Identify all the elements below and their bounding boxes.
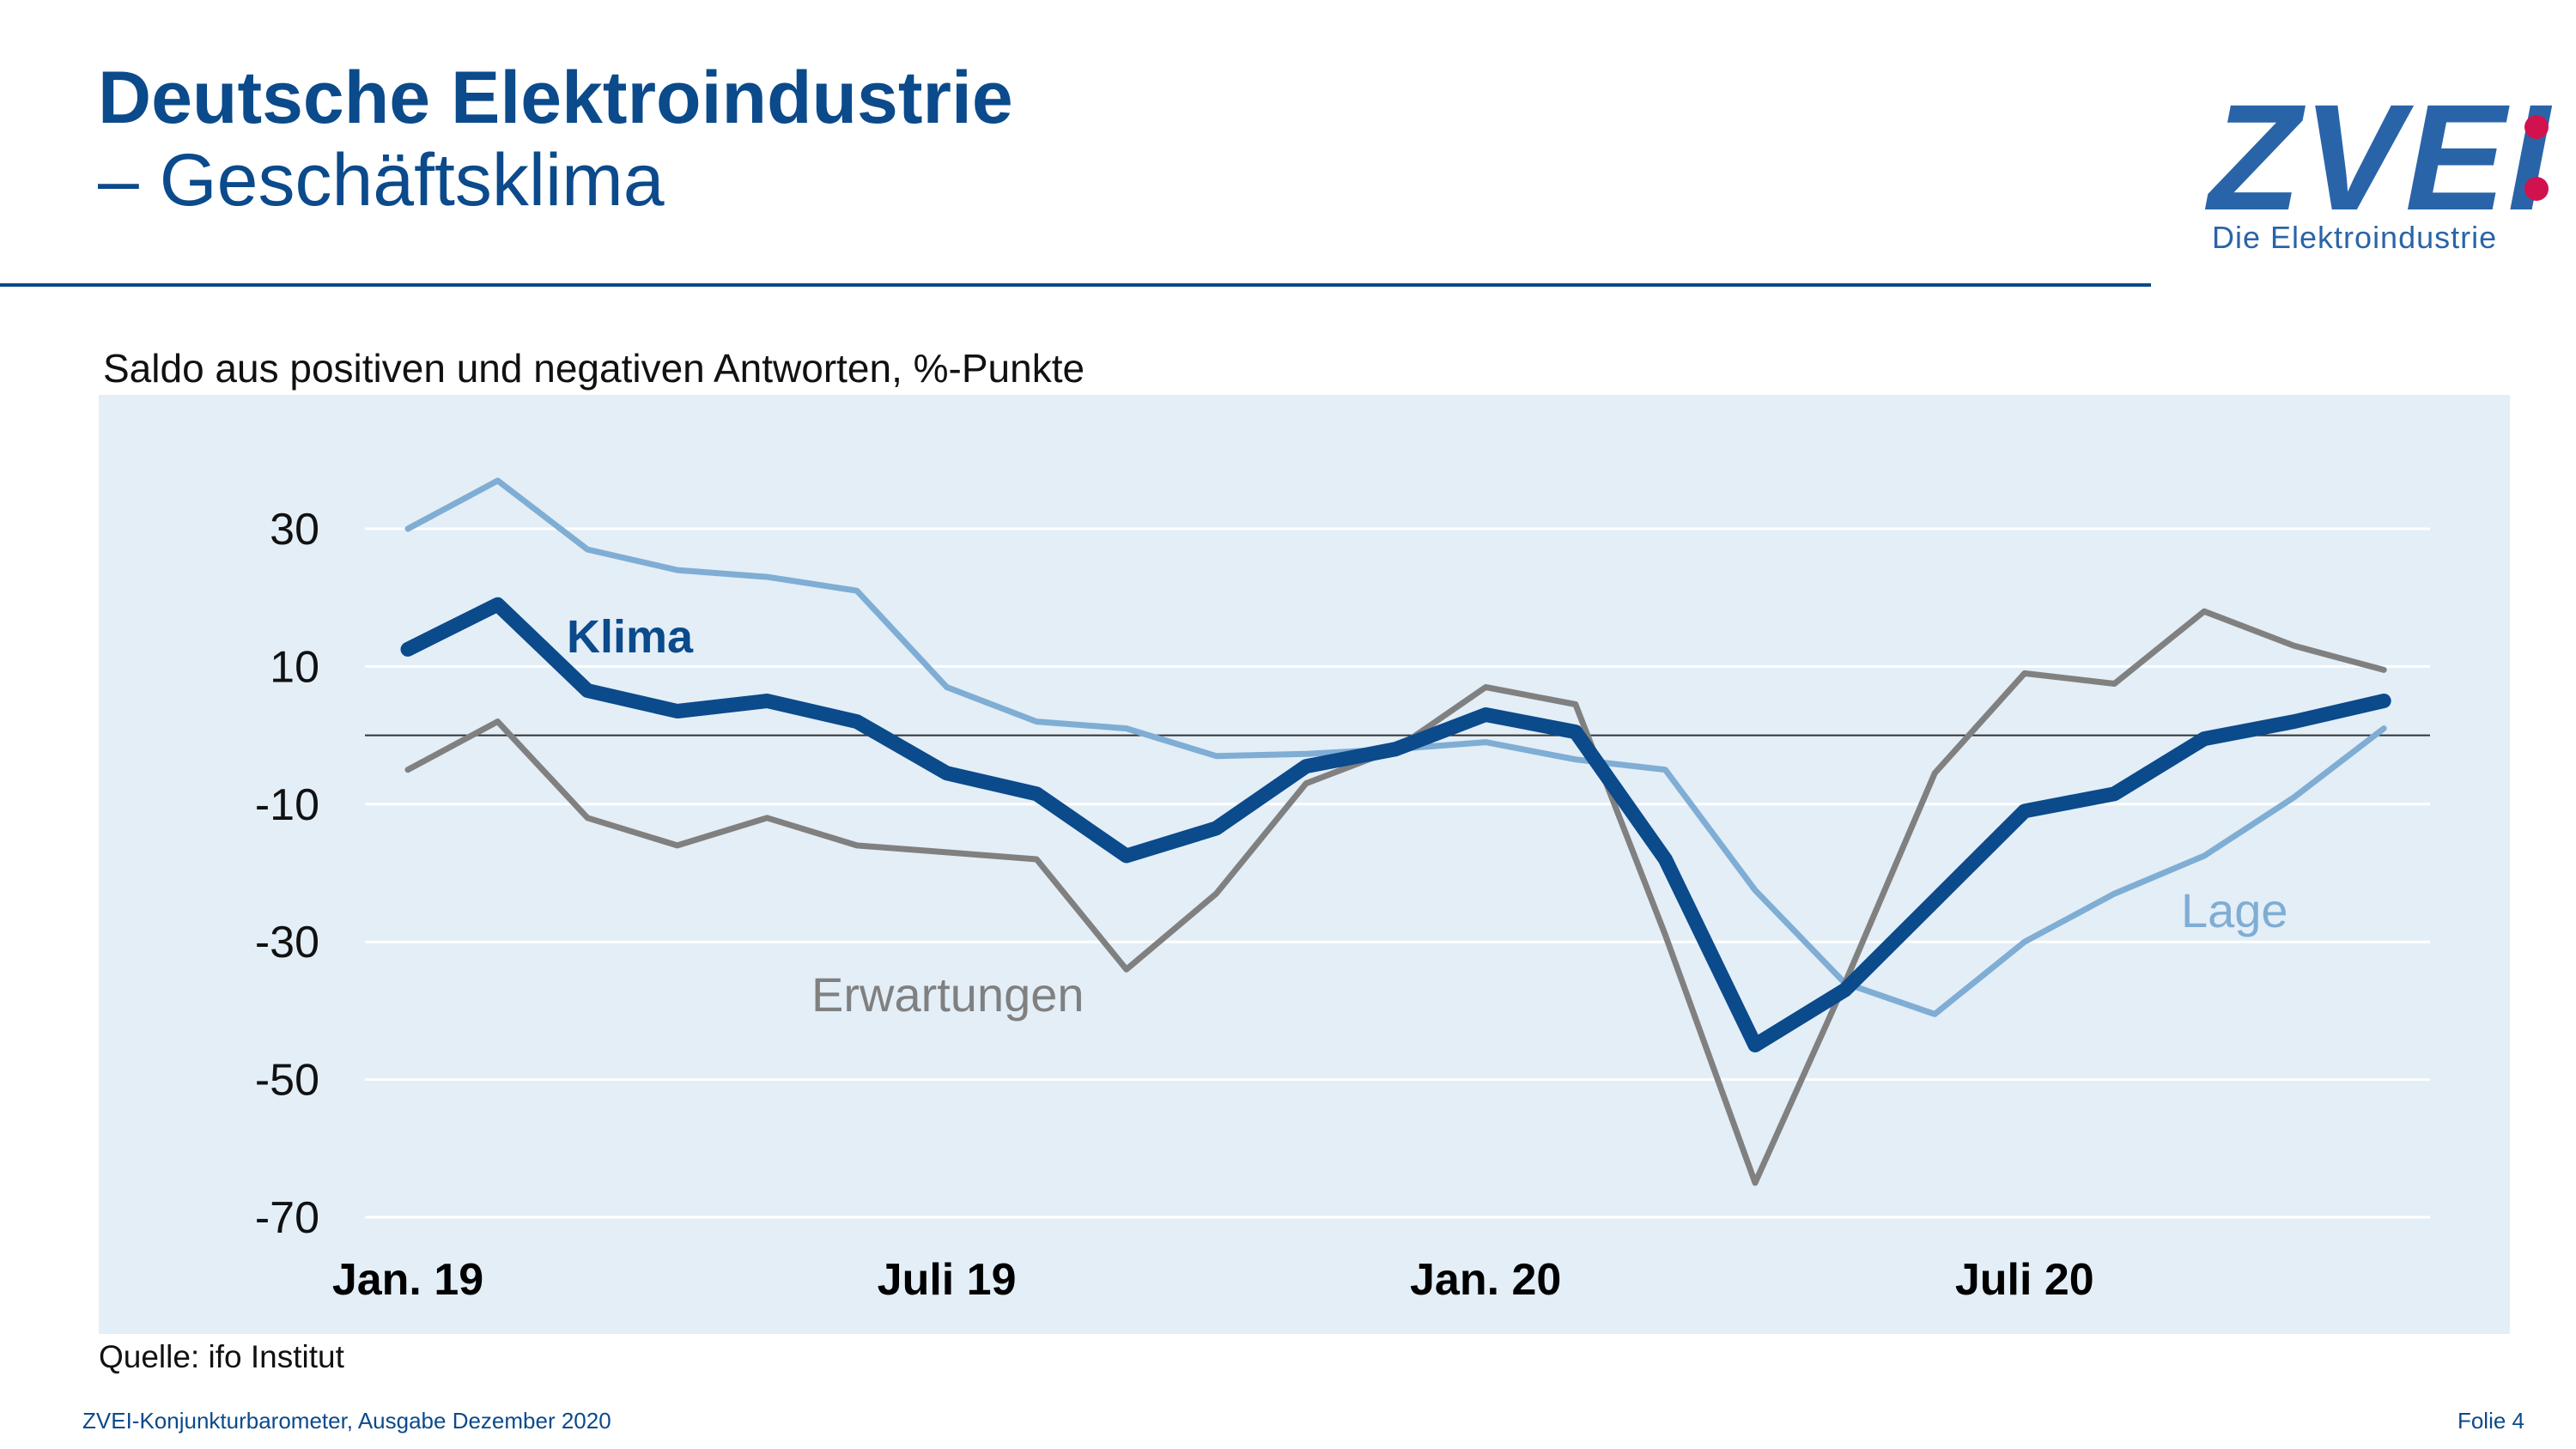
x-tick-label: Juli 19: [878, 1255, 1017, 1305]
logo-tagline: Die Elektroindustrie: [2212, 220, 2498, 255]
y-tick-label: 30: [270, 505, 319, 555]
y-tick-label: 10: [270, 642, 319, 692]
series-line-klima: [400, 597, 2391, 1052]
x-tick-label: Jan. 19: [332, 1255, 483, 1305]
series-label-klima: Klima: [567, 611, 694, 663]
x-tick-label: Juli 20: [1955, 1255, 2094, 1305]
page-title-block: Deutsche Elektroindustrie – Geschäftskli…: [98, 57, 1013, 222]
x-axis-ticks: Jan. 19 Juli 19 Jan. 20 Juli 20: [332, 1255, 2094, 1305]
page-title: Deutsche Elektroindustrie: [98, 57, 1013, 139]
chart-y-axis-description: Saldo aus positiven und negativen Antwor…: [103, 346, 1085, 391]
x-tick-label: Jan. 20: [1410, 1255, 1561, 1305]
chart-area: [99, 395, 2510, 1334]
header-divider: [0, 283, 2151, 287]
y-axis-ticks: 30 10 -10 -30 -50 -70: [255, 505, 319, 1243]
logo-wordmark: ZVEI: [2208, 74, 2552, 242]
series-label-erwartungen: Erwartungen: [811, 967, 1084, 1022]
page-subtitle: – Geschäftsklima: [98, 139, 665, 222]
logo-colon-icon: [2524, 115, 2552, 235]
y-tick-label: -10: [255, 780, 319, 830]
footer-publication: ZVEI-Konjunkturbarometer, Ausgabe Dezemb…: [82, 1408, 611, 1434]
source-note: Quelle: ifo Institut: [99, 1339, 344, 1374]
y-tick-label: -30: [255, 918, 319, 967]
y-tick-label: -70: [255, 1193, 319, 1243]
y-tick-label: -50: [255, 1056, 319, 1106]
zvei-logo: ZVEI Die Elektroindustrie: [2208, 74, 2552, 255]
footer-slide-number: Folie 4: [2457, 1408, 2524, 1434]
series-line-erwartungen: [404, 608, 2387, 1186]
series-label-lage: Lage: [2181, 883, 2288, 937]
